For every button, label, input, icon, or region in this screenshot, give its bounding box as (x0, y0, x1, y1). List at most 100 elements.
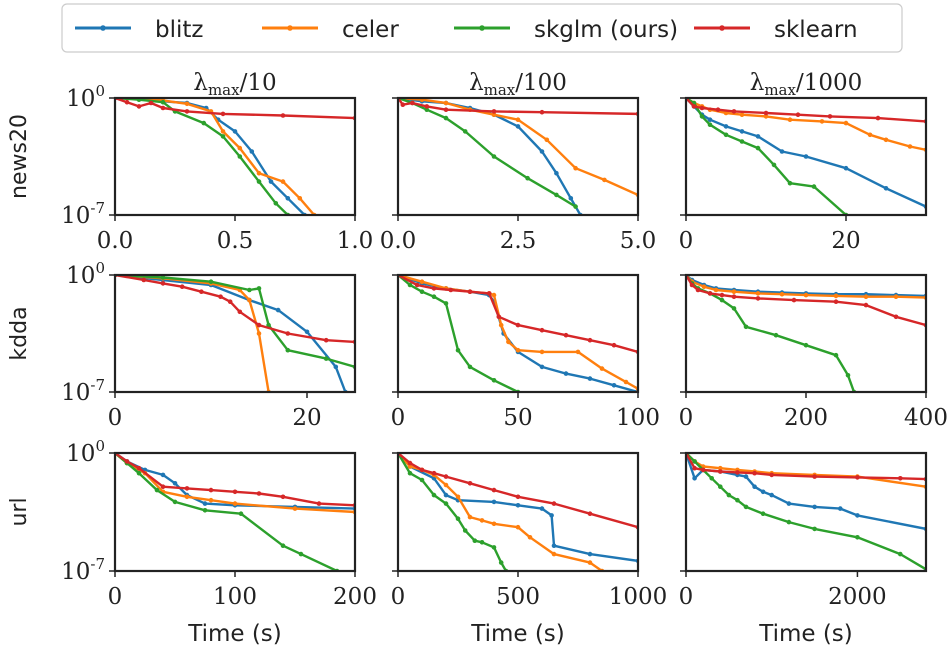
data-point (539, 149, 545, 154)
data-point (833, 299, 839, 305)
series-line (115, 275, 355, 344)
series-line (398, 275, 638, 392)
data-point (304, 329, 310, 335)
x-tick-label: 5.0 (620, 228, 657, 254)
data-point (855, 513, 860, 518)
data-point (760, 489, 766, 495)
data-point (443, 115, 449, 121)
data-point (419, 477, 425, 483)
panel-frame (113, 273, 357, 394)
data-point (184, 101, 190, 107)
data-point (184, 494, 190, 500)
x-tick-label: 20 (831, 228, 860, 254)
x-tick-label: 2.5 (500, 228, 537, 254)
data-point (160, 99, 166, 105)
data-point (455, 516, 461, 521)
data-point (855, 475, 860, 480)
data-point (280, 179, 286, 184)
data-point (424, 107, 430, 112)
data-point (160, 472, 166, 478)
data-point (247, 287, 252, 293)
data-point (443, 474, 449, 479)
data-point (515, 124, 521, 129)
legend-entry: sklearn (694, 17, 858, 43)
x-tick-label: 0.0 (380, 228, 417, 254)
data-point (731, 294, 737, 300)
panel-frame (396, 273, 640, 394)
data-point (491, 545, 497, 550)
column-title: λmax/1000 (750, 70, 863, 99)
x-tick-label: 1.0 (337, 228, 374, 254)
data-point (154, 487, 160, 493)
x-axis-label: Time (s) (470, 621, 565, 647)
data-point (462, 129, 468, 134)
data-point (743, 504, 749, 510)
legend-entry: celer (262, 17, 399, 43)
data-point (803, 342, 809, 348)
series-line (686, 98, 926, 123)
data-point (731, 306, 737, 311)
y-tick-label: 100 (66, 259, 105, 289)
data-point (407, 464, 413, 469)
data-point (467, 481, 473, 486)
x-tick-label: 500 (496, 584, 540, 610)
data-point (172, 481, 178, 486)
data-point (833, 293, 839, 299)
data-point (863, 294, 869, 300)
data-point (739, 129, 745, 134)
legend-marker (287, 25, 293, 31)
x-tick-label: 0 (391, 584, 406, 610)
series-line (115, 275, 270, 392)
panel: 0 500 1000 (391, 451, 667, 610)
data-point (573, 204, 578, 209)
data-point (827, 114, 833, 119)
data-point (184, 109, 190, 114)
data-point (323, 337, 329, 343)
legend-marker (719, 25, 725, 31)
data-point (707, 122, 713, 127)
data-point (491, 521, 497, 527)
legend-label: sklearn (774, 17, 858, 43)
data-point (735, 470, 740, 475)
data-point (587, 337, 593, 343)
data-point (515, 494, 521, 500)
panel-series (398, 98, 638, 215)
data-point (611, 383, 617, 388)
panel-series (686, 275, 926, 392)
y-tick-label: 100 (66, 82, 105, 112)
data-point (160, 281, 166, 286)
legend: blitz celer skglm (ours) sklearn (61, 3, 903, 53)
series-line (398, 98, 582, 215)
data-point (739, 112, 745, 117)
data-point (273, 201, 279, 206)
data-point (811, 184, 817, 189)
data-point (743, 474, 749, 479)
data-point (787, 117, 793, 122)
panel: 0 100 200 100 10-7 (61, 437, 377, 610)
panel: 0.0 0.5 1.0 100 10-7 (61, 82, 373, 254)
data-point (752, 470, 757, 476)
data-point (298, 551, 304, 557)
data-point (431, 492, 437, 498)
data-point (479, 518, 485, 523)
data-point (208, 497, 214, 503)
data-point (249, 149, 255, 154)
data-point (208, 279, 214, 285)
data-point (479, 540, 485, 545)
data-point (247, 297, 252, 303)
x-tick-label: 0 (679, 228, 694, 254)
data-point (220, 129, 226, 134)
data-point (843, 165, 849, 171)
series-line (115, 453, 339, 571)
data-point (755, 296, 761, 301)
data-point (179, 284, 185, 290)
series-line (686, 453, 926, 488)
data-point (316, 501, 322, 506)
data-point (743, 324, 749, 330)
data-point (443, 107, 449, 112)
panel-series (398, 453, 638, 571)
data-point (691, 104, 697, 109)
data-point (141, 277, 147, 283)
data-point (455, 494, 461, 500)
y-tick-label: 100 (66, 437, 105, 467)
